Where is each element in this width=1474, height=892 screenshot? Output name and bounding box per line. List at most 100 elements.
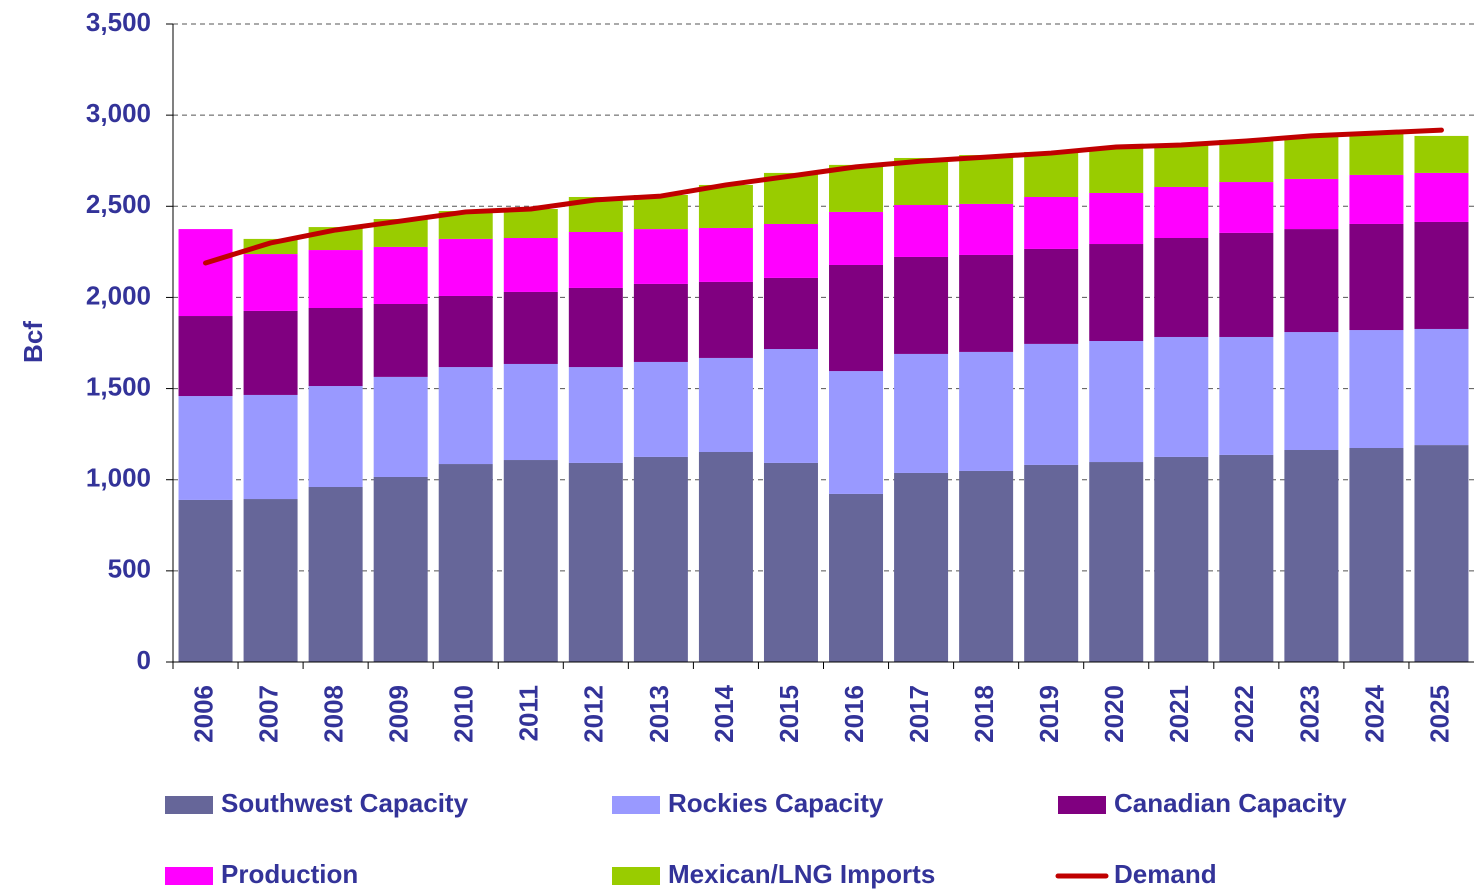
bar-segment	[763, 462, 818, 662]
bar-segment	[633, 361, 688, 457]
bar-segment	[1089, 244, 1144, 341]
bar-segment	[1089, 340, 1144, 463]
y-tick-label: 2,500	[86, 189, 151, 219]
bar-segment	[243, 310, 298, 395]
bar-segment	[633, 283, 688, 362]
bar-segment	[373, 376, 428, 477]
bar-segment	[1284, 137, 1339, 179]
bar-segment	[243, 394, 298, 500]
bar-segment	[1154, 186, 1209, 239]
bar-segment	[438, 238, 493, 296]
bar-segment	[894, 353, 949, 473]
demand-line	[203, 127, 1444, 266]
bar-segment	[1024, 343, 1079, 465]
bar-segment	[1284, 450, 1339, 662]
bar-segment	[1219, 232, 1274, 337]
bar-segment	[1024, 151, 1079, 197]
bar-segment	[1349, 174, 1404, 224]
x-tick-label: 2017	[904, 685, 934, 743]
x-tick-label: 2012	[579, 685, 609, 743]
bar-segment	[1024, 248, 1079, 344]
bar-segment	[308, 487, 363, 662]
bar-segment	[568, 231, 623, 288]
bar-segment	[763, 223, 818, 278]
bar-segment	[1219, 454, 1274, 662]
x-tick-label: 2013	[644, 685, 674, 743]
bar-segment	[308, 386, 363, 488]
bar-segment	[373, 246, 428, 304]
bar-segment	[633, 229, 688, 284]
bar-segment	[829, 371, 884, 494]
bar-segment	[568, 287, 623, 368]
bar-segment	[1219, 182, 1274, 233]
bar-segment	[829, 493, 884, 662]
x-tick-label: 2010	[449, 685, 479, 743]
x-tick-label: 2009	[384, 685, 414, 743]
bar-segment	[1024, 196, 1079, 249]
legend-label: Southwest Capacity	[221, 788, 469, 818]
bar-segment	[1414, 328, 1469, 446]
legend-label: Demand	[1114, 859, 1217, 889]
bar-segment	[763, 277, 818, 350]
bar-segment	[178, 396, 233, 500]
bar-segment	[178, 316, 233, 397]
bar-segment	[1219, 336, 1274, 455]
y-tick-label: 500	[108, 554, 151, 584]
legend-label: Mexican/LNG Imports	[668, 859, 935, 889]
bar-segment	[438, 295, 493, 368]
bar-segment	[763, 349, 818, 463]
bar-segment	[894, 472, 949, 662]
x-tick-label: 2014	[709, 684, 739, 742]
bar-segment	[1349, 447, 1404, 662]
legend-swatch	[165, 867, 213, 885]
bar-segment	[698, 357, 753, 453]
bar-segment	[1024, 464, 1079, 662]
bar-segment	[1414, 445, 1469, 662]
bar-segment	[438, 464, 493, 662]
bar-segment	[503, 460, 558, 662]
bar-segment	[763, 172, 818, 224]
bar-segment	[1284, 178, 1339, 230]
legend-label: Canadian Capacity	[1114, 788, 1347, 818]
bar-segment	[1349, 223, 1404, 331]
bar-segment	[959, 254, 1014, 352]
x-tick-label: 2019	[1034, 685, 1064, 743]
bar-segment	[503, 238, 558, 292]
bar-segment	[894, 205, 949, 257]
bar-segment	[438, 367, 493, 465]
x-tick-label: 2008	[319, 685, 349, 743]
x-tick-label: 2006	[188, 685, 218, 743]
bar-segment	[1089, 147, 1144, 193]
bar-segment	[1154, 456, 1209, 662]
y-tick-label: 2,000	[86, 280, 151, 310]
x-tick-label: 2007	[253, 685, 283, 743]
bar-segment	[1414, 135, 1469, 173]
y-tick-label: 3,500	[86, 7, 151, 37]
bar-segment	[959, 155, 1014, 204]
y-tick-label: 3,000	[86, 98, 151, 128]
bar-segment	[1089, 192, 1144, 245]
bar-segment	[1154, 145, 1209, 187]
legend-swatch	[165, 796, 213, 814]
x-tick-label: 2020	[1099, 685, 1129, 743]
x-tick-label: 2011	[514, 685, 544, 741]
bar-segment	[1154, 238, 1209, 337]
bar-segment	[243, 254, 298, 311]
x-tick-label: 2023	[1294, 685, 1324, 743]
bar-segment	[373, 476, 428, 662]
bar-segment	[503, 291, 558, 364]
bar-segment	[959, 203, 1014, 255]
bar-segment	[829, 164, 884, 212]
legend-swatch	[612, 867, 660, 885]
x-tick-label: 2025	[1424, 685, 1454, 743]
bar-segment	[829, 264, 884, 372]
bar-segment	[1349, 133, 1404, 175]
legend-label: Production	[221, 859, 358, 889]
x-tick-label: 2021	[1164, 685, 1194, 743]
bar-segment	[1284, 229, 1339, 333]
bar-segment	[178, 229, 233, 317]
bar-segment	[308, 250, 363, 309]
bar-segment	[698, 452, 753, 662]
bar-segment	[503, 209, 558, 239]
